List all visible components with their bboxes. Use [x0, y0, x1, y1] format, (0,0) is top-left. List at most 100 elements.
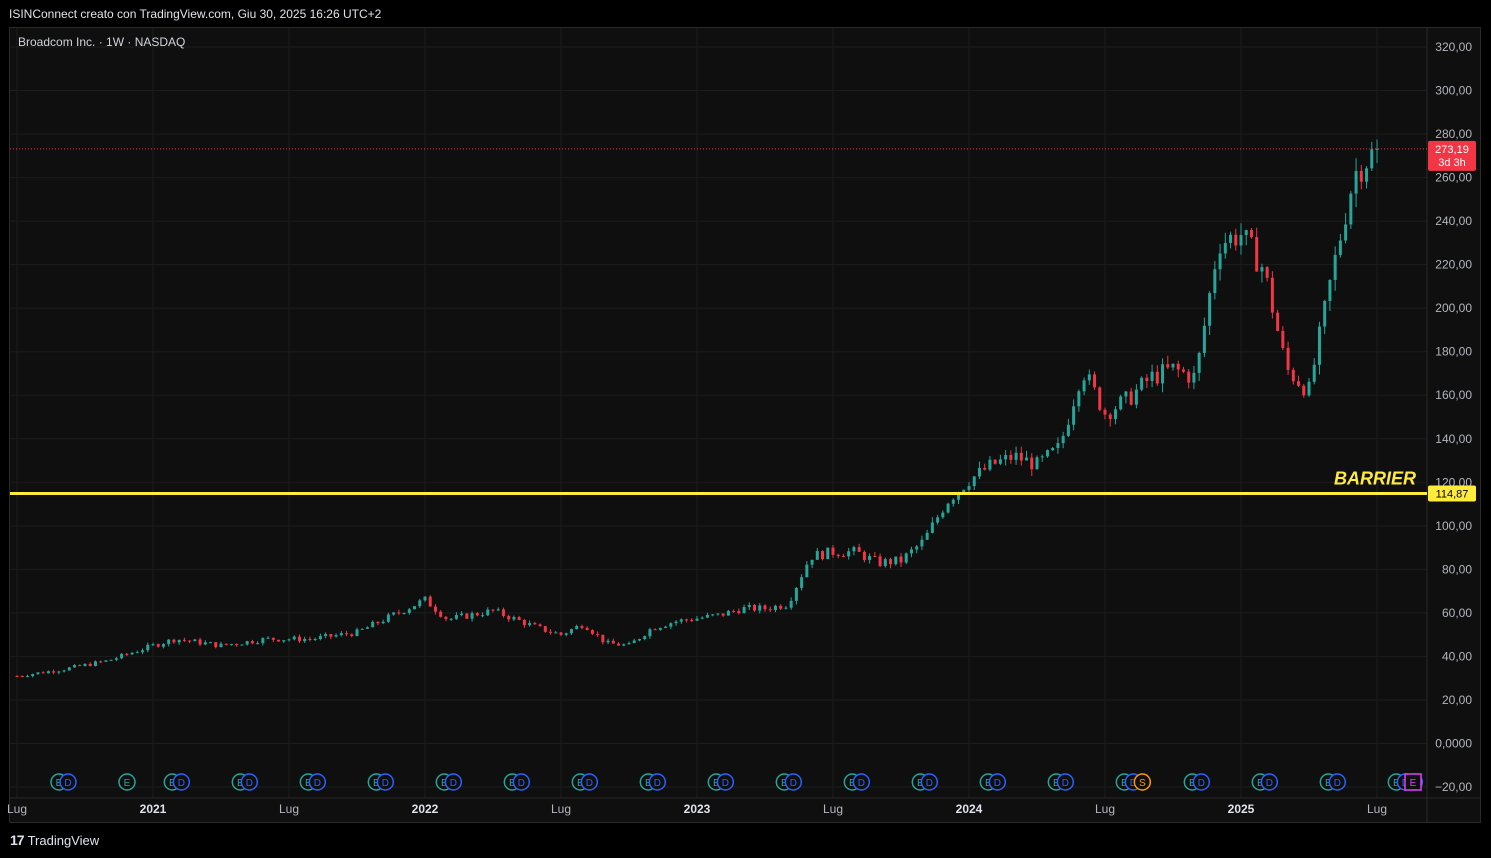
candle	[486, 607, 490, 617]
candle-body	[78, 665, 82, 667]
candle	[925, 529, 929, 540]
candle	[972, 475, 976, 491]
candle-body	[711, 614, 715, 616]
candle-body	[528, 623, 532, 626]
dividend-marker-icon[interactable]: D	[716, 773, 735, 791]
candle-body	[1239, 235, 1243, 246]
earnings-marker-icon[interactable]: E	[118, 773, 136, 791]
candle-body	[878, 556, 882, 566]
candle	[622, 643, 626, 647]
candle-body	[983, 467, 987, 470]
candle-body	[1338, 240, 1342, 255]
candle	[287, 638, 291, 642]
candle	[501, 607, 505, 618]
price-tick-label: 260,00	[1435, 171, 1472, 185]
candle	[402, 612, 406, 615]
price-tick-label: 240,00	[1435, 214, 1472, 228]
candle	[1244, 229, 1248, 246]
candle	[753, 604, 757, 612]
candle-body	[1229, 234, 1233, 243]
candle	[1333, 246, 1337, 291]
candle-body	[444, 616, 448, 619]
candle-body	[135, 652, 139, 654]
candle	[334, 633, 338, 638]
dividend-marker-icon[interactable]: D	[376, 773, 395, 791]
candle	[549, 629, 553, 635]
dividend-marker-icon[interactable]: D	[1192, 773, 1211, 791]
dividend-marker-icon[interactable]: D	[1328, 773, 1347, 791]
dividend-marker-icon[interactable]: D	[444, 773, 463, 791]
candle-body	[836, 554, 840, 557]
dividend-marker-icon[interactable]: D	[172, 773, 191, 791]
earnings-marker-icon[interactable]: E	[1404, 773, 1422, 791]
candle-body	[313, 638, 317, 640]
candle	[983, 463, 987, 471]
candle-body	[821, 551, 825, 560]
candle-body	[543, 626, 547, 632]
candle	[606, 638, 610, 645]
grid-lines	[10, 28, 1427, 798]
dividend-marker-icon[interactable]: D	[580, 773, 599, 791]
dividend-marker-icon[interactable]: D	[988, 773, 1007, 791]
dividend-marker-icon[interactable]: D	[308, 773, 327, 791]
dividend-marker-icon[interactable]: D	[59, 773, 77, 791]
candle-body	[1072, 406, 1076, 425]
candle-body	[920, 539, 924, 547]
candle	[773, 604, 777, 613]
dividend-marker-icon[interactable]: D	[920, 773, 939, 791]
candle-body	[1260, 267, 1264, 272]
candle	[596, 631, 600, 638]
candle	[1077, 389, 1081, 412]
candle	[491, 609, 495, 613]
candle	[920, 535, 924, 551]
candle-body	[1291, 369, 1295, 382]
candle-body	[1359, 170, 1363, 182]
candle-body	[1375, 148, 1379, 150]
candle-body	[62, 670, 66, 672]
candle-body	[73, 665, 77, 668]
candle-body	[481, 615, 485, 617]
dividend-marker-icon[interactable]: D	[240, 773, 259, 791]
candle	[460, 611, 464, 617]
time-tick-label: Lug	[1095, 802, 1115, 816]
candle	[794, 587, 798, 605]
dividend-marker-icon[interactable]: D	[512, 773, 531, 791]
candle	[62, 669, 66, 673]
candle	[1276, 309, 1280, 332]
tradingview-logo[interactable]: 17 TradingView	[10, 832, 99, 848]
candle-body	[1045, 450, 1049, 457]
candle	[643, 635, 647, 641]
candle	[229, 643, 233, 646]
dividend-marker-icon[interactable]: D	[1056, 773, 1075, 791]
candle-body	[847, 551, 851, 557]
candle	[1145, 374, 1149, 389]
svg-text:D: D	[1266, 778, 1273, 789]
dividend-marker-icon[interactable]: D	[1260, 773, 1279, 791]
candle-body	[522, 619, 526, 626]
dividend-marker-icon[interactable]: D	[648, 773, 667, 791]
candle-body	[1025, 457, 1029, 461]
svg-text:E: E	[985, 778, 992, 789]
candle	[936, 514, 940, 525]
dividend-marker-icon[interactable]: D	[784, 773, 803, 791]
candle	[1375, 139, 1379, 164]
candle-body	[1145, 377, 1149, 381]
candle-body	[460, 613, 464, 616]
candle	[873, 551, 877, 558]
candle-body	[1328, 279, 1332, 301]
price-tick-label: 60,00	[1442, 606, 1472, 620]
candle-body	[1223, 242, 1227, 254]
candle	[815, 548, 819, 560]
dividend-marker-icon[interactable]: D	[852, 773, 871, 791]
candle-body	[282, 640, 286, 642]
candle-body	[679, 619, 683, 622]
split-marker-icon[interactable]: S	[1133, 773, 1152, 791]
candle	[700, 616, 704, 620]
svg-text:D: D	[1062, 778, 1069, 789]
candle-body	[1270, 277, 1274, 313]
candle-body	[784, 607, 788, 609]
candle-body	[794, 587, 798, 601]
candle	[114, 656, 118, 662]
candle-body	[292, 636, 296, 640]
